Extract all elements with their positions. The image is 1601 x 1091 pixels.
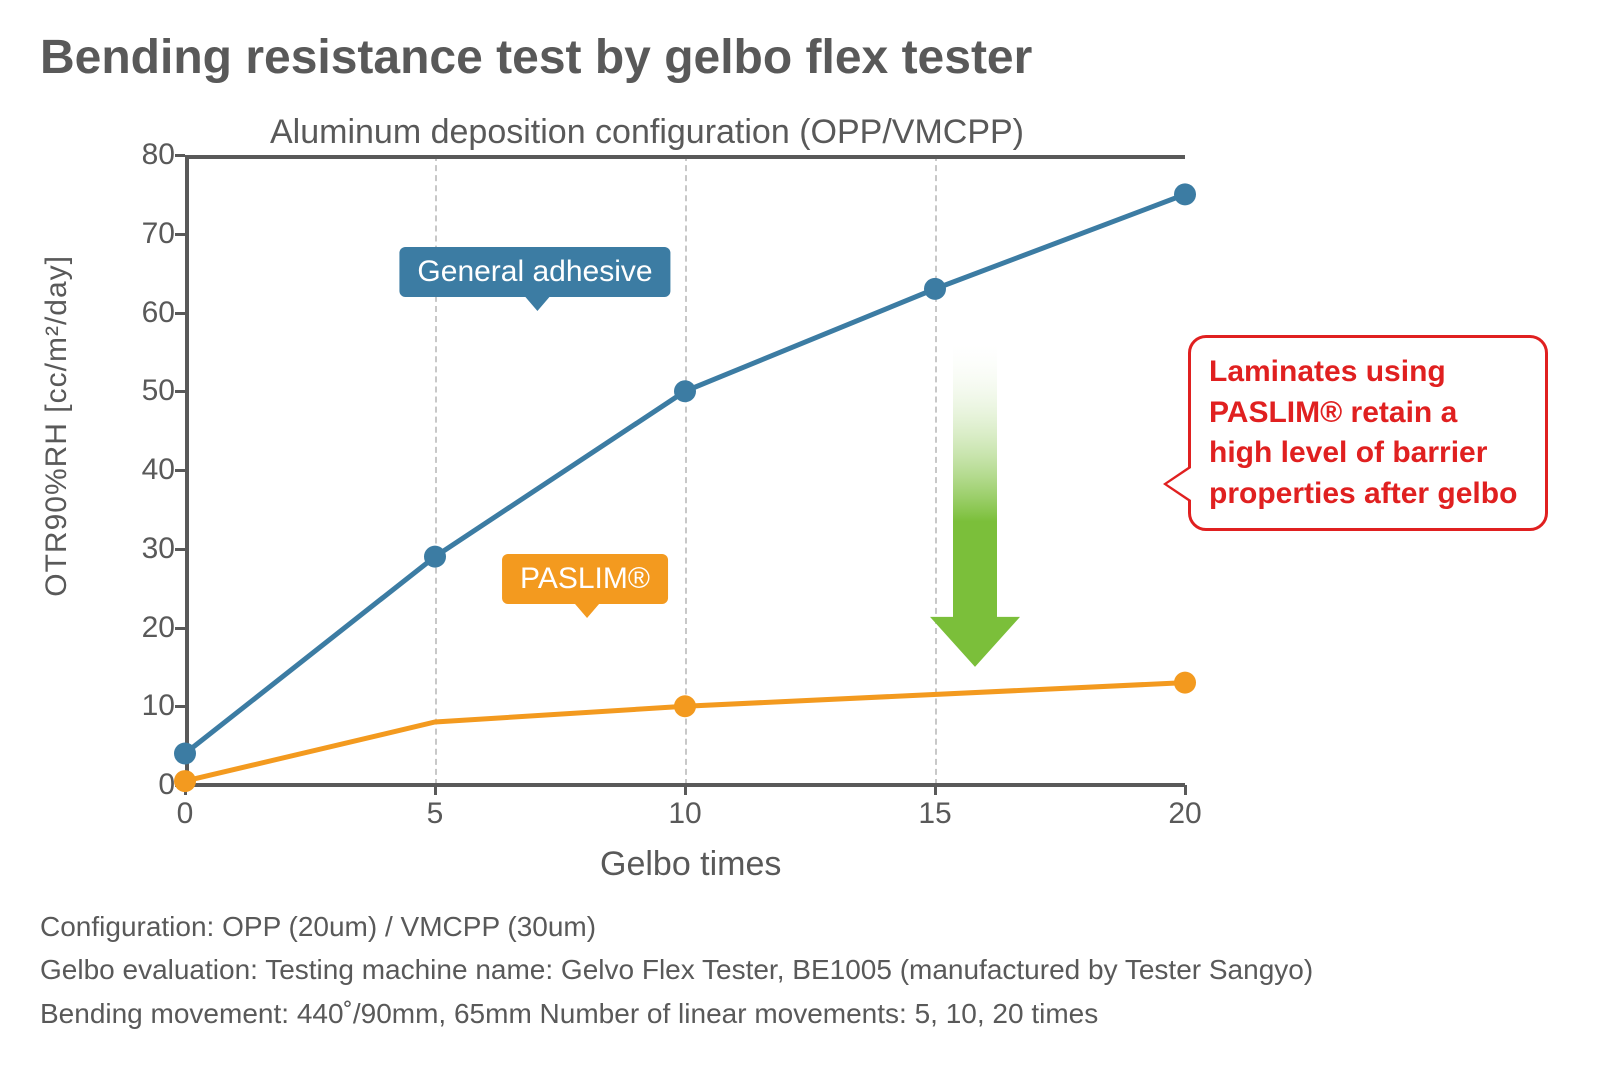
data-point (674, 380, 696, 402)
y-tick-label: 50 (142, 374, 175, 408)
y-tick-label: 70 (142, 217, 175, 251)
data-point (174, 743, 196, 765)
series-line-general-adhesive (185, 194, 1185, 753)
footnote-line: Bending movement: 440˚/90mm, 65mm Number… (40, 992, 1561, 1035)
y-tick-mark (175, 627, 185, 630)
data-point (674, 695, 696, 717)
x-tick-label: 0 (177, 797, 194, 831)
callout-text: Laminates using PASLIM® retain a high le… (1209, 355, 1517, 510)
x-tick-label: 20 (1168, 797, 1201, 831)
footnote-line: Gelbo evaluation: Testing machine name: … (40, 948, 1561, 991)
data-point (1174, 183, 1196, 205)
data-point (924, 278, 946, 300)
y-axis-label: OTR90%RH [cc/m²/day] (40, 255, 74, 597)
footnote-line: Configuration: OPP (20um) / VMCPP (30um) (40, 905, 1561, 948)
callout-box: Laminates using PASLIM® retain a high le… (1188, 335, 1548, 531)
x-tick-mark (684, 785, 687, 795)
data-point (174, 770, 196, 792)
y-tick-mark (175, 548, 185, 551)
down-arrow-icon (930, 344, 1020, 667)
footnotes: Configuration: OPP (20um) / VMCPP (30um)… (40, 905, 1561, 1035)
y-tick-mark (175, 469, 185, 472)
y-tick-mark (175, 154, 185, 157)
x-tick-label: 10 (668, 797, 701, 831)
chart-container: Aluminum deposition configuration (OPP/V… (40, 95, 1560, 895)
y-tick-label: 40 (142, 453, 175, 487)
y-tick-mark (175, 233, 185, 236)
y-tick-mark (175, 312, 185, 315)
y-tick-label: 80 (142, 138, 175, 172)
page-title: Bending resistance test by gelbo flex te… (40, 30, 1561, 85)
y-tick-mark (175, 390, 185, 393)
y-tick-label: 0 (158, 768, 175, 802)
x-tick-label: 5 (427, 797, 444, 831)
y-tick-label: 20 (142, 611, 175, 645)
data-point (424, 546, 446, 568)
x-tick-mark (434, 785, 437, 795)
y-tick-label: 60 (142, 296, 175, 330)
plot-area: General adhesive PASLIM® (185, 155, 1185, 785)
data-point (1174, 672, 1196, 694)
chart-svg (185, 155, 1185, 785)
y-tick-label: 30 (142, 532, 175, 566)
series-label-general-adhesive: General adhesive (399, 247, 670, 297)
chart-subtitle: Aluminum deposition configuration (OPP/V… (270, 113, 1024, 152)
x-tick-label: 15 (918, 797, 951, 831)
x-axis-label: Gelbo times (600, 845, 781, 884)
x-tick-mark (1184, 785, 1187, 795)
x-tick-mark (934, 785, 937, 795)
series-label-paslim: PASLIM® (502, 554, 668, 604)
y-tick-label: 10 (142, 689, 175, 723)
y-tick-mark (175, 705, 185, 708)
